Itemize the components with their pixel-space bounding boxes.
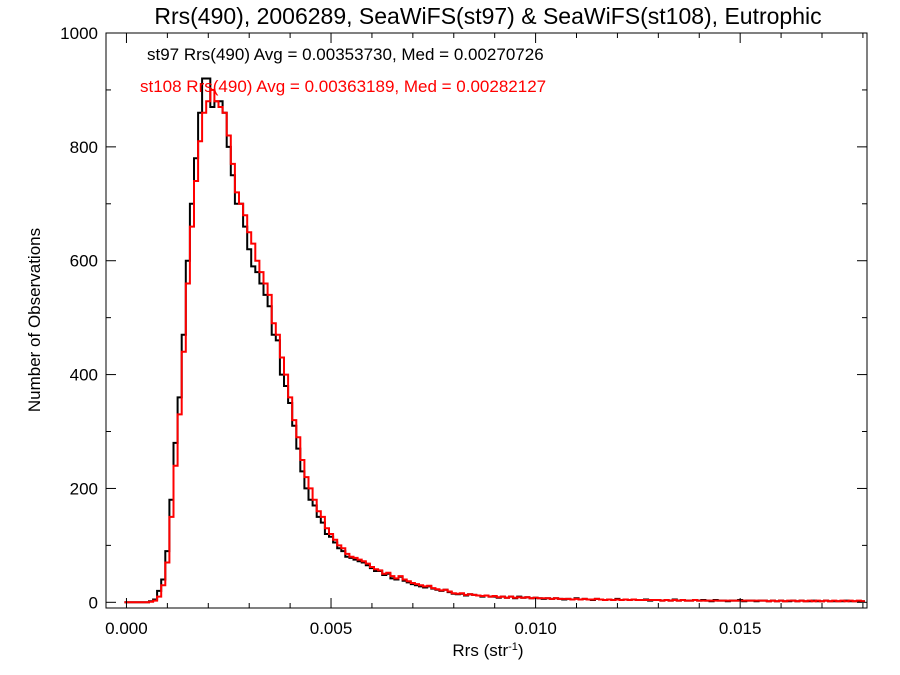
- series-layer: [124, 77, 865, 604]
- y-tick-label: 1000: [60, 24, 98, 43]
- legend-st97: st97 Rrs(490) Avg = 0.00353730, Med = 0.…: [147, 45, 544, 64]
- ticks-layer: 0.000 0.005 0.010 0.015 0 200 400 600 800 1000: [60, 24, 867, 638]
- y-tick-label: 400: [70, 366, 98, 385]
- legend-st108: st108 Rrs(490) Avg = 0.00363189, Med = 0…: [140, 77, 546, 96]
- y-axis-label: Number of Observations: [25, 228, 44, 412]
- chart-title: Rrs(490), 2006289, SeaWiFS(st97) & SeaWi…: [154, 3, 821, 29]
- y-tick-label: 600: [70, 252, 98, 271]
- x-axis-label-close: ): [518, 641, 524, 660]
- x-axis-label-text: Rrs (str: [452, 641, 508, 660]
- x-tick-label: 0.005: [310, 619, 353, 638]
- y-tick-label: 0: [89, 593, 98, 612]
- x-tick-label: 0.015: [719, 619, 762, 638]
- x-axis-label-superscript: -1: [508, 641, 518, 653]
- x-axis-label: Rrs (str-1): [452, 641, 523, 660]
- y-tick-label: 200: [70, 479, 98, 498]
- plot-frame: [105, 32, 868, 609]
- y-tick-label: 800: [70, 138, 98, 157]
- plot-area: 0.000 0.005 0.010 0.015 0 200 400 600 800 1000: [60, 24, 868, 638]
- series-line-st97: [124, 77, 865, 604]
- x-tick-label: 0.000: [105, 619, 148, 638]
- x-tick-label: 0.010: [514, 619, 557, 638]
- series-line-st108: [124, 88, 865, 604]
